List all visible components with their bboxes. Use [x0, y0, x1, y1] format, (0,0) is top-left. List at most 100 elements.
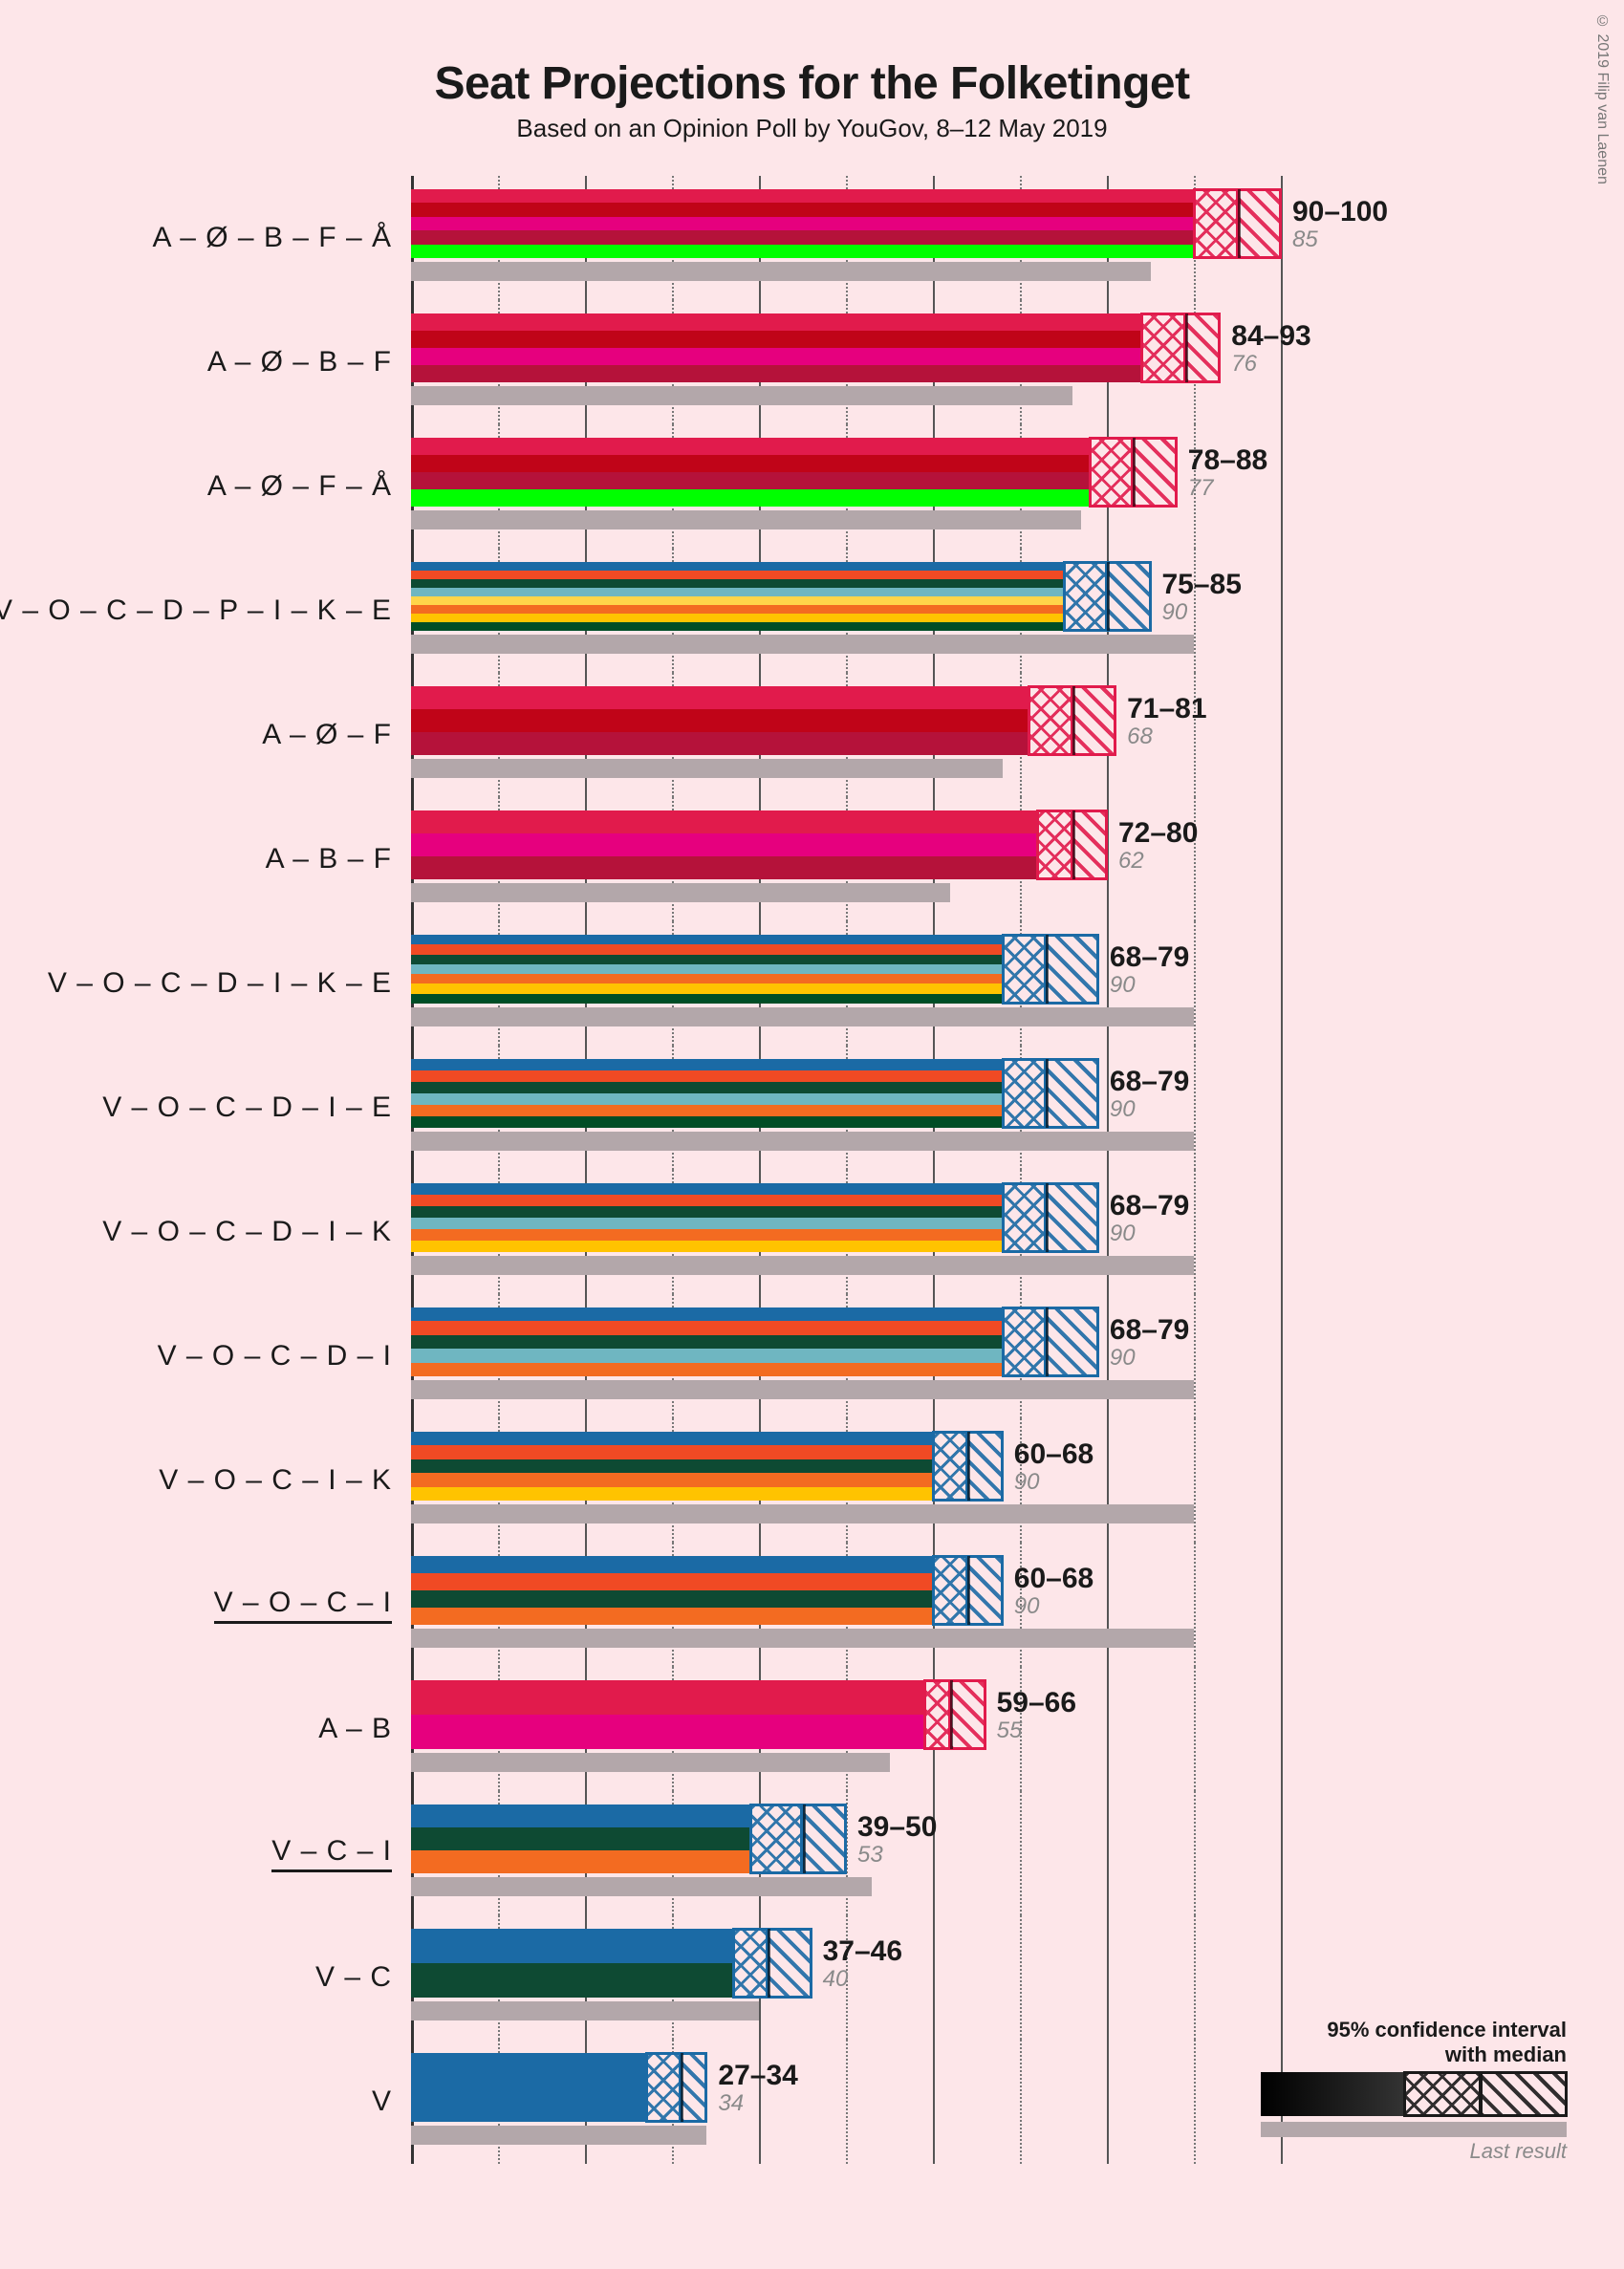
party-stripe — [411, 614, 1064, 622]
coalition-row: A – Ø – F – Å78–8877 — [38, 424, 1586, 549]
ci-lower-hatch — [1003, 1307, 1047, 1376]
value-labels: 68–7990 — [1110, 1191, 1189, 1245]
bar-area: 68–7990 — [411, 1170, 1329, 1294]
party-stripe — [411, 217, 1194, 230]
ci-upper-hatch — [1238, 189, 1282, 258]
coalition-row: A – Ø – B – F84–9376 — [38, 300, 1586, 424]
party-stripe — [411, 313, 1141, 331]
party-stripe — [411, 1929, 733, 1963]
bar-area: 39–5053 — [411, 1791, 1329, 1915]
projection-bar — [411, 1307, 1003, 1376]
range-value: 75–85 — [1162, 570, 1242, 600]
median-marker — [1107, 562, 1110, 631]
coalition-row: A – B59–6655 — [38, 1667, 1586, 1791]
previous-value: 40 — [823, 1967, 902, 1991]
previous-result-bar — [411, 510, 1081, 529]
previous-result-bar — [411, 635, 1194, 654]
range-value: 60–68 — [1014, 1564, 1093, 1594]
party-stripe — [411, 1183, 1003, 1195]
previous-value: 90 — [1014, 1594, 1093, 1618]
party-stripe — [411, 331, 1141, 348]
ci-upper-hatch — [1046, 935, 1098, 1004]
bar-area: 60–6890 — [411, 1418, 1329, 1543]
legend-diag-hatch — [1481, 2072, 1567, 2116]
chart-title: Seat Projections for the Folketinget — [38, 57, 1586, 110]
party-stripe — [411, 686, 1029, 709]
previous-result-bar — [411, 2126, 706, 2145]
coalition-row: A – Ø – B – F – Å90–10085 — [38, 176, 1586, 300]
party-stripe — [411, 579, 1064, 588]
party-stripe — [411, 833, 1037, 856]
projection-bar — [411, 1929, 733, 1998]
ci-upper-hatch — [967, 1432, 1002, 1501]
coalition-row: A – Ø – F 71–8168 — [38, 673, 1586, 797]
coalition-label: V – O – C – D – I – E — [38, 1046, 411, 1170]
bar-area: 27–3434 — [411, 2040, 1329, 2164]
previous-result-bar — [411, 1753, 890, 1772]
ci-upper-hatch — [1107, 562, 1151, 631]
ci-lower-hatch — [1141, 313, 1185, 382]
range-value: 37–46 — [823, 1936, 902, 1967]
previous-value: 90 — [1162, 600, 1242, 624]
coalition-row: V – C – I39–5053 — [38, 1791, 1586, 1915]
party-stripe — [411, 562, 1064, 571]
bar-area: 71–8168 — [411, 673, 1329, 797]
party-stripe — [411, 230, 1194, 244]
ci-lower-hatch — [1003, 935, 1047, 1004]
range-value: 59–66 — [997, 1688, 1076, 1718]
previous-value: 85 — [1292, 227, 1388, 251]
chart-rows: A – Ø – B – F – Å90–10085A – Ø – B – F84… — [38, 176, 1586, 2164]
previous-result-bar — [411, 883, 950, 902]
median-marker — [950, 1680, 953, 1749]
range-value: 39–50 — [857, 1812, 937, 1843]
party-stripe — [411, 955, 1003, 964]
coalition-label: V – O – C – D – I – K – E — [38, 921, 411, 1046]
previous-result-bar — [411, 1132, 1194, 1151]
bar-area: 78–8877 — [411, 424, 1329, 549]
previous-result-bar — [411, 1007, 1194, 1026]
ci-upper-hatch — [1046, 1307, 1098, 1376]
party-stripe — [411, 1804, 750, 1827]
coalition-row: V – O – C – D – P – I – K – E75–8590 — [38, 549, 1586, 673]
party-stripe — [411, 455, 1090, 472]
value-labels: 71–8168 — [1127, 694, 1206, 748]
party-stripe — [411, 856, 1037, 879]
party-stripe — [411, 1321, 1003, 1334]
previous-value: 76 — [1231, 352, 1310, 376]
coalition-label: A – Ø – F — [38, 673, 411, 797]
coalition-label: A – Ø – B – F — [38, 300, 411, 424]
range-value: 68–79 — [1110, 1315, 1189, 1346]
ci-lower-hatch — [933, 1556, 967, 1625]
coalition-label: V – O – C – I — [38, 1543, 411, 1667]
party-stripe — [411, 1573, 933, 1590]
party-stripe — [411, 571, 1064, 579]
coalition-row: V – O – C – D – I – E 68–7990 — [38, 1046, 1586, 1170]
party-stripe — [411, 596, 1064, 605]
bar-area: 68–7990 — [411, 921, 1329, 1046]
party-stripe — [411, 622, 1064, 631]
ci-upper-hatch — [950, 1680, 985, 1749]
bar-area: 75–8590 — [411, 549, 1329, 673]
party-stripe — [411, 732, 1029, 755]
party-stripe — [411, 1963, 733, 1998]
party-stripe — [411, 1715, 924, 1749]
value-labels: 72–8062 — [1118, 818, 1198, 873]
ci-lower-hatch — [1090, 438, 1134, 507]
party-stripe — [411, 1608, 933, 1625]
coalition-row: A – B – F72–8062 — [38, 797, 1586, 921]
legend: 95% confidence interval with median Last… — [1261, 2018, 1567, 2164]
party-stripe — [411, 1363, 1003, 1376]
coalition-row: V – O – C – D – I – K – E68–7990 — [38, 921, 1586, 1046]
coalition-row: V – O – C – I 60–6890 — [38, 1543, 1586, 1667]
party-stripe — [411, 1590, 933, 1608]
value-labels: 68–7990 — [1110, 1067, 1189, 1121]
projection-bar — [411, 438, 1090, 507]
previous-value: 90 — [1014, 1470, 1093, 1494]
median-marker — [967, 1556, 970, 1625]
median-marker — [1046, 1307, 1049, 1376]
previous-value: 68 — [1127, 724, 1206, 748]
value-labels: 59–6655 — [997, 1688, 1076, 1742]
party-stripe — [411, 1680, 924, 1715]
previous-value: 90 — [1110, 973, 1189, 997]
legend-ci-label-2: with median — [1261, 2042, 1567, 2066]
